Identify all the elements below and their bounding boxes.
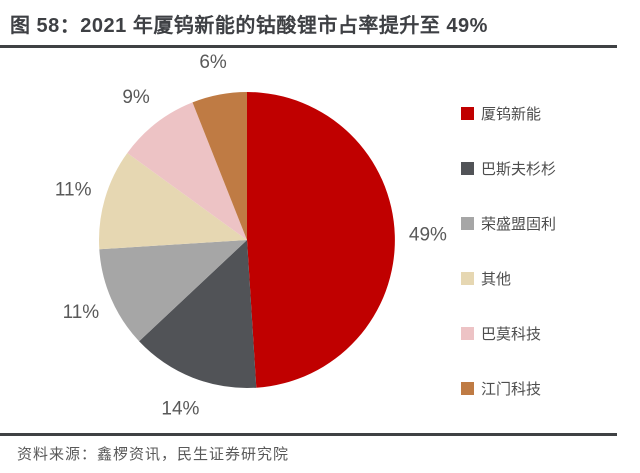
pie-slice-1 <box>139 240 257 388</box>
legend-item-0: 厦钨新能 <box>461 86 636 141</box>
pie-slice-2 <box>99 240 247 342</box>
slice-label-1: 14% <box>161 398 199 419</box>
legend-label: 其他 <box>481 271 512 288</box>
legend-swatch-icon <box>461 272 474 285</box>
pie-slice-4 <box>127 102 247 241</box>
legend-label: 江门科技 <box>481 381 542 398</box>
legend-item-2: 荣盛盟固利 <box>461 196 636 251</box>
figure-title: 图 58：2021 年厦钨新能的钴酸锂市占率提升至 49% <box>10 15 488 37</box>
legend-item-1: 巴斯夫杉杉 <box>461 141 636 196</box>
slice-label-3: 11% <box>55 180 92 201</box>
legend-label: 巴莫科技 <box>481 326 542 343</box>
slice-label-5: 6% <box>199 52 227 73</box>
legend-swatch-icon <box>461 327 474 340</box>
slice-label-2: 11% <box>63 302 100 323</box>
pie-slice-0 <box>247 92 395 388</box>
legend-label: 巴斯夫杉杉 <box>481 161 557 178</box>
source-note: 资料来源：鑫椤资讯，民生证券研究院 <box>17 446 290 463</box>
slice-label-0: 49% <box>409 224 447 245</box>
title-divider <box>0 45 617 48</box>
legend-label: 荣盛盟固利 <box>481 216 557 233</box>
footer-divider <box>0 433 617 436</box>
pie-slice-3 <box>99 153 248 250</box>
legend-label: 厦钨新能 <box>481 106 542 123</box>
pie-slice-5 <box>192 92 247 240</box>
legend-item-4: 巴莫科技 <box>461 306 636 361</box>
legend-item-5: 江门科技 <box>461 361 636 416</box>
slice-label-4: 9% <box>122 87 150 108</box>
legend: 厦钨新能巴斯夫杉杉荣盛盟固利其他巴莫科技江门科技 <box>461 86 636 416</box>
legend-item-3: 其他 <box>461 251 636 306</box>
legend-swatch-icon <box>461 217 474 230</box>
legend-swatch-icon <box>461 382 474 395</box>
legend-swatch-icon <box>461 162 474 175</box>
legend-swatch-icon <box>461 107 474 120</box>
